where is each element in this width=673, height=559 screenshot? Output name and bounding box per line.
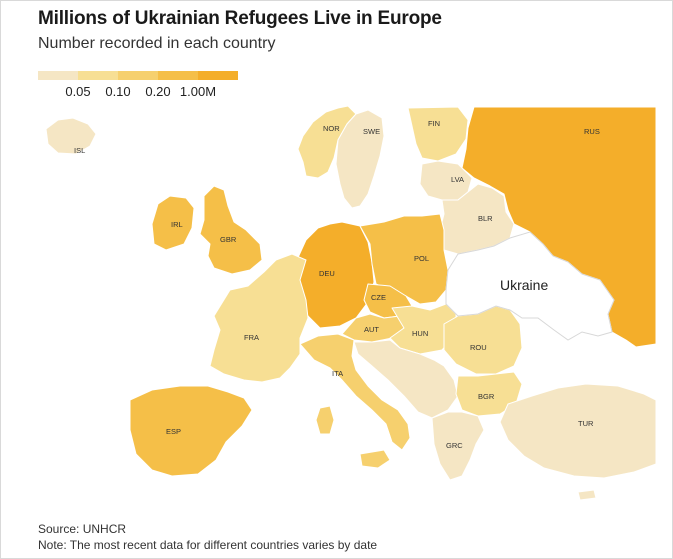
chart-subtitle: Number recorded in each country bbox=[38, 35, 276, 52]
country-esp bbox=[129, 385, 253, 477]
legend-bar bbox=[38, 71, 238, 80]
label-cze: CZE bbox=[371, 293, 386, 302]
chart-title: Millions of Ukrainian Refugees Live in E… bbox=[38, 8, 442, 29]
legend-swatch bbox=[118, 71, 158, 80]
europe-map: ISL NOR SWE FIN RUS LVA BLR IRL GBR DEU … bbox=[45, 105, 656, 501]
country-swe bbox=[335, 109, 385, 209]
legend-swatch bbox=[38, 71, 78, 80]
source-note: Source: UNHCR bbox=[38, 522, 127, 536]
label-aut: AUT bbox=[364, 325, 379, 334]
label-swe: SWE bbox=[363, 127, 380, 136]
label-fra: FRA bbox=[244, 333, 259, 342]
label-deu: DEU bbox=[319, 269, 335, 278]
country-cyp bbox=[577, 489, 597, 501]
country-isl bbox=[45, 117, 97, 155]
legend: 0.05 0.10 0.20 1.00M bbox=[38, 71, 238, 102]
label-ita: ITA bbox=[332, 369, 343, 378]
country-nor bbox=[297, 105, 357, 179]
label-nor: NOR bbox=[323, 124, 340, 133]
country-irl bbox=[151, 195, 195, 251]
legend-swatch bbox=[158, 71, 198, 80]
label-ukraine: Ukraine bbox=[500, 277, 548, 293]
legend-label: 0.05 bbox=[65, 84, 91, 99]
legend-swatch bbox=[78, 71, 118, 80]
label-rus: RUS bbox=[584, 127, 600, 136]
country-grc bbox=[431, 411, 485, 481]
legend-label: 0.20 bbox=[145, 84, 171, 99]
legend-label: 0.10 bbox=[105, 84, 131, 99]
country-fra bbox=[209, 253, 309, 383]
label-irl: IRL bbox=[171, 220, 183, 229]
label-blr: BLR bbox=[478, 214, 493, 223]
legend-labels: 0.05 0.10 0.20 1.00M bbox=[38, 84, 238, 102]
footnote: Note: The most recent data for different… bbox=[38, 538, 378, 552]
country-ita-sicily bbox=[359, 449, 391, 469]
label-esp: ESP bbox=[166, 427, 181, 436]
label-hun: HUN bbox=[412, 329, 428, 338]
country-tur bbox=[499, 383, 656, 479]
label-tur: TUR bbox=[578, 419, 594, 428]
legend-label: 1.00M bbox=[179, 84, 217, 99]
label-isl: ISL bbox=[74, 146, 85, 155]
country-fin bbox=[407, 106, 469, 162]
label-lva: LVA bbox=[451, 175, 464, 184]
label-grc: GRC bbox=[446, 441, 463, 450]
legend-swatch bbox=[198, 71, 238, 80]
country-gbr bbox=[199, 185, 263, 275]
country-ita bbox=[299, 333, 411, 451]
ukraine-area bbox=[445, 231, 615, 341]
label-gbr: GBR bbox=[220, 235, 237, 244]
country-ita-sardinia bbox=[315, 405, 335, 435]
label-fin: FIN bbox=[428, 119, 440, 128]
label-rou: ROU bbox=[470, 343, 487, 352]
label-bgr: BGR bbox=[478, 392, 495, 401]
label-pol: POL bbox=[414, 254, 429, 263]
